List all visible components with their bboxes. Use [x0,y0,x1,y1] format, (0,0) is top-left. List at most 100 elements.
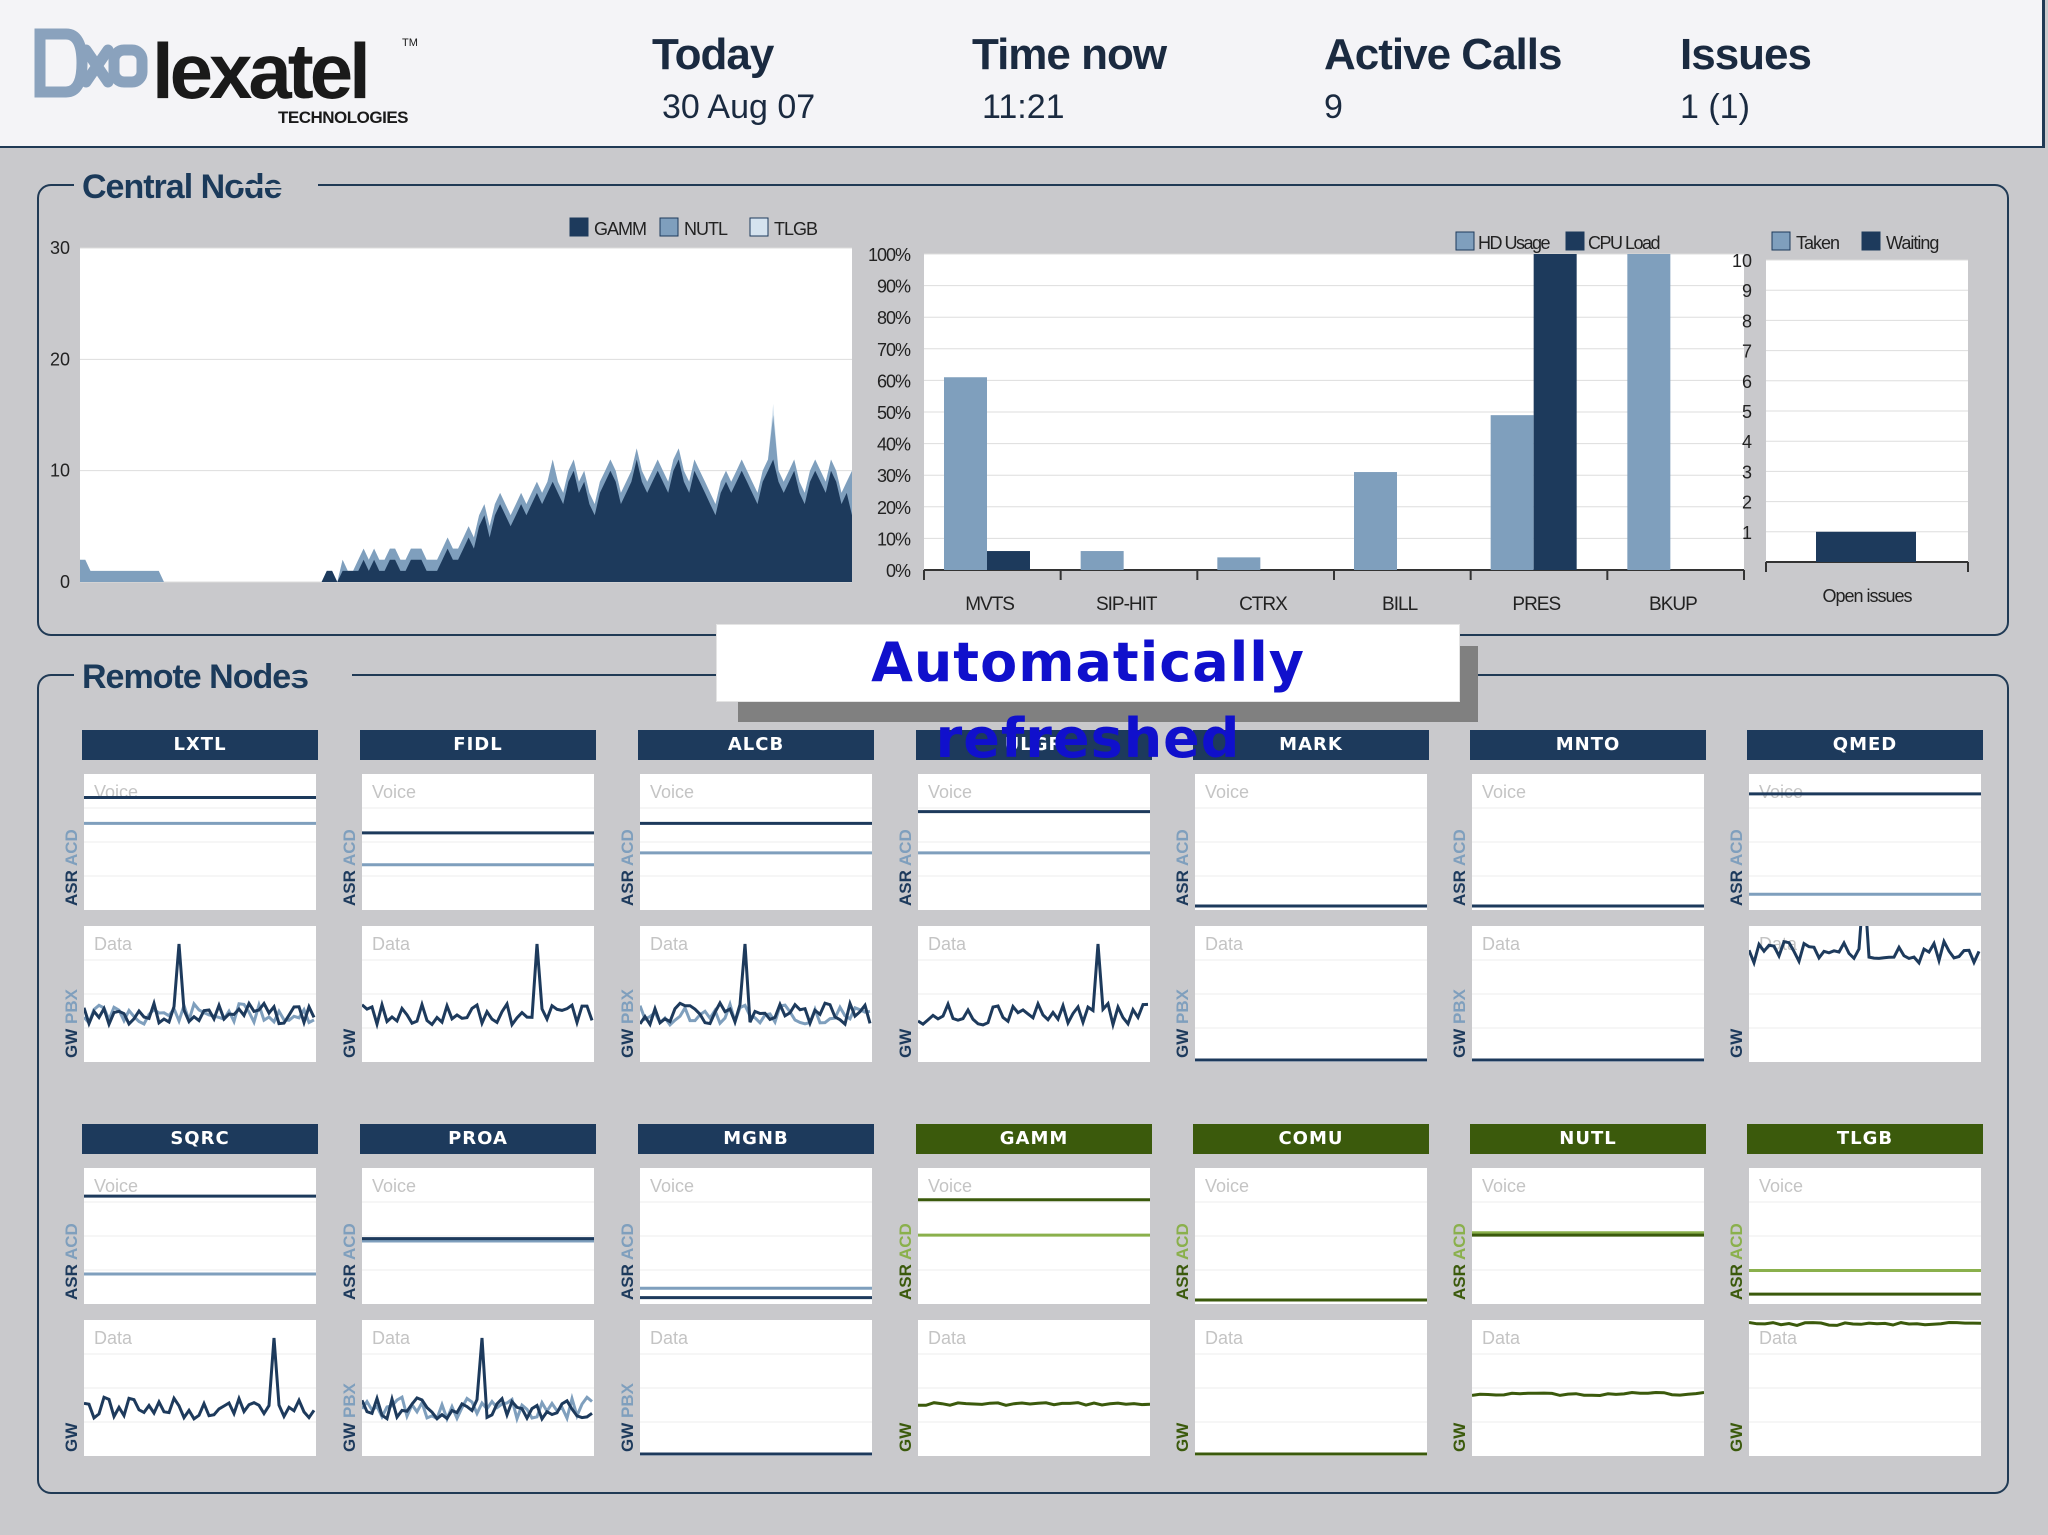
data-label: Data [1482,1328,1521,1348]
data-sparkline: Data [362,1320,594,1456]
voice-label: Voice [1759,782,1804,802]
area-series-gamm [80,459,852,582]
y-tick-label: 8 [1742,311,1752,331]
gw-line [640,943,872,1028]
pbx-line [640,999,871,1028]
node-title: TLGB [1747,1124,1983,1154]
voice-label: Voice [1205,782,1250,802]
remote-node-mnto[interactable]: MNTO Voice Data ASR ACD GW PBX [1450,730,1706,1062]
x-tick-label: MVTS [965,594,1014,615]
gw-line [84,1337,316,1421]
remote-node-mark[interactable]: MARK Voice Data ASR ACD GW PBX [1173,730,1429,1062]
voice-sparkline: Voice [1749,1168,1981,1304]
gw-line [918,943,1149,1031]
voice-chart [1195,1201,1427,1302]
y-tick-label: 3 [1742,462,1752,482]
data-label: Data [650,934,689,954]
gw-pbx-axis-label: GW [896,1422,915,1452]
time-label: Time now [972,30,1167,79]
bar-ctrx-hd-usage [1217,557,1261,570]
legend-swatch [569,217,589,237]
x-tick-label: BKUP [1649,594,1697,615]
asr-acd-axis-label: ASR ACD [340,829,359,906]
bar-pres-hd-usage [1490,415,1534,570]
x-tick-label: CTRX [1239,594,1288,615]
y-tick-label: 60% [877,371,911,391]
data-chart [918,1353,1150,1423]
data-chart [640,943,872,1029]
voice-sparkline: Voice [1195,774,1427,910]
voice-sparkline: Voice [362,774,594,910]
remote-node-sqrc[interactable]: SQRC Voice Data ASR ACD GW [62,1124,318,1456]
gw-pbx-axis-label: GW PBX [618,989,637,1058]
bar-bill-hd-usage [1354,472,1397,570]
voice-chart [84,1194,316,1276]
asr-acd-axis-label: ASR ACD [1450,829,1469,906]
voice-sparkline: Voice [1195,1168,1427,1304]
gw-line [84,943,316,1029]
data-label: Data [1482,934,1521,954]
data-sparkline: Data [1472,926,1704,1062]
remote-node-fidl[interactable]: FIDL Voice Data ASR ACD GW [340,730,596,1062]
remote-node-proa[interactable]: PROA Voice Data ASR ACD GW PBX [340,1124,596,1456]
gw-pbx-axis-label: GW PBX [618,1383,637,1452]
remote-node-comu[interactable]: COMU Voice Data ASR ACD GW [1173,1124,1429,1456]
bar-sip-hit-hd-usage [1080,551,1124,570]
remote-node-gamm[interactable]: GAMM Voice Data ASR ACD GW [896,1124,1152,1456]
remote-node-lxtl[interactable]: LXTL Voice Data ASR ACD GW PBX [62,730,318,1062]
legend-label: CPU Load [1588,233,1660,253]
data-sparkline: Data [84,926,316,1062]
legend-swatch [1565,231,1585,251]
gw-line [362,1337,593,1423]
pbx-line [84,999,315,1027]
auto-refresh-banner: Automatically refreshed [716,624,1460,770]
y-tick-label: 2 [1742,493,1752,513]
remote-nodes-title: Remote Nodes [74,658,317,697]
legend-label: TLGB [774,219,818,239]
voice-sparkline: Voice [918,1168,1150,1304]
node-title: ULGR [916,730,1152,760]
voice-sparkline: Voice [362,1168,594,1304]
resource-bar-chart: 0% 10% 20% 30% 40% 50% 60% 70% 80% 90% 100% MVTS SIP… [868,231,1745,615]
issues-label: Issues [1680,30,1812,79]
voice-chart [362,1201,594,1271]
legend-swatch [1771,231,1791,251]
node-title: GAMM [916,1124,1152,1154]
voice-sparkline: Voice [640,1168,872,1304]
remote-node-tlgb[interactable]: TLGB Voice Data ASR ACD GW [1727,1124,1983,1456]
voice-chart [1472,1201,1704,1271]
voice-chart [1195,807,1427,908]
remote-node-alcb[interactable]: ALCB Voice Data ASR ACD GW PBX [618,730,874,1062]
voice-sparkline: Voice [84,774,316,910]
time-value: 11:21 [982,88,1065,126]
active-calls-label: Active Calls [1324,30,1562,79]
voice-label: Voice [372,1176,417,1196]
y-tick-label: 20% [877,498,911,518]
active-calls-stat: Active Calls 9 [1324,30,1562,127]
asr-acd-axis-label: ASR ACD [1173,829,1192,906]
gw-line [362,943,594,1030]
node-title: MARK [1193,730,1429,760]
remote-node-nutl[interactable]: NUTL Voice Data ASR ACD GW [1450,1124,1706,1456]
brand-trademark: TM [402,37,418,49]
data-chart [1195,1353,1427,1456]
header-bar: lexatel TM TECHNOLOGIES Today 30 Aug 07 … [0,0,2045,148]
node-title: MGNB [638,1124,874,1154]
data-chart [1749,926,1981,1029]
gw-pbx-axis-label: GW [1450,1422,1469,1452]
central-node-title: Central Node [74,168,290,207]
data-chart [1195,959,1427,1062]
x-tick-label: SIP-HIT [1096,594,1158,615]
remote-node-mgnb[interactable]: MGNB Voice Data ASR ACD GW PBX [618,1124,874,1456]
voice-sparkline: Voice [84,1168,316,1304]
remote-node-qmed[interactable]: QMED Voice Data ASR ACD GW [1727,730,1983,1062]
asr-acd-axis-label: ASR ACD [1450,1223,1469,1300]
x-tick-label: Open issues [1822,586,1912,606]
voice-sparkline: Voice [918,774,1150,910]
issues-stat[interactable]: Issues 1 (1) [1680,30,1812,127]
remote-node-ulgr[interactable]: ULGR Voice Data ASR ACD GW [896,730,1152,1062]
y-tick-label: 30 [50,238,70,258]
bar-pres-cpu-load [1533,254,1577,570]
legend-label: GAMM [594,219,646,239]
data-sparkline: Data [1195,1320,1427,1456]
